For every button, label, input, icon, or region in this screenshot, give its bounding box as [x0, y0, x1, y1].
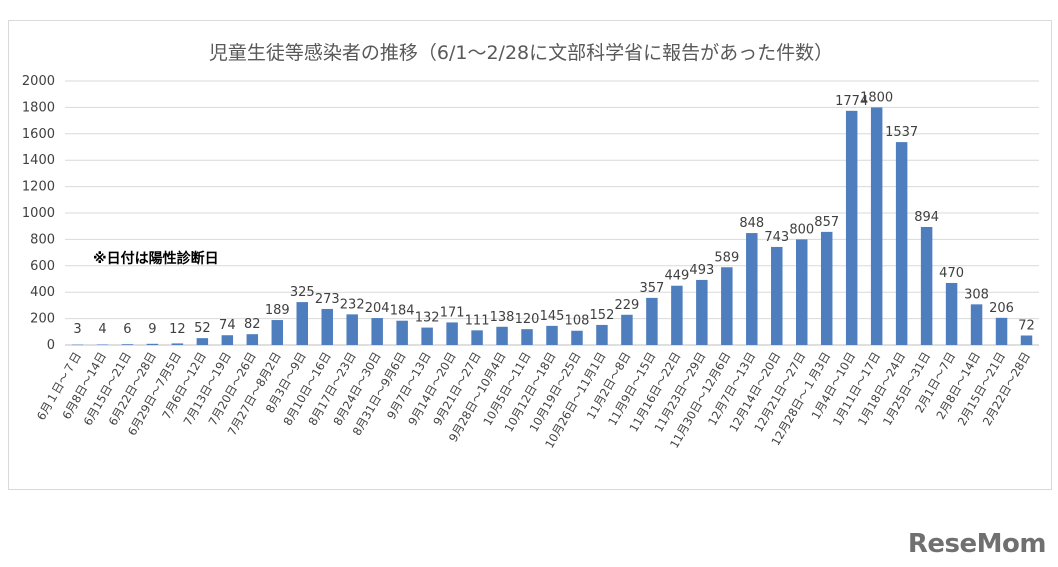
y-tick-label: 800: [30, 232, 55, 247]
data-label: 145: [540, 309, 565, 324]
data-label: 894: [914, 210, 939, 225]
y-tick-label: 1200: [22, 180, 55, 195]
bar: [895, 142, 908, 345]
resemom-logo: ReseMom: [907, 529, 1047, 559]
chart-frame: 児童生徒等感染者の推移（6/1～2/28に文部科学省に報告があった件数） 3 4 6…: [8, 20, 1052, 490]
data-label: 4: [98, 322, 106, 337]
data-label: 743: [764, 230, 789, 245]
y-tick-label: 1800: [22, 100, 55, 115]
bar: [721, 267, 733, 345]
data-label: 206: [989, 301, 1014, 316]
data-label: 449: [664, 269, 689, 284]
bar: [421, 327, 433, 345]
bar: [396, 320, 408, 345]
bar: [71, 344, 84, 346]
data-label: 232: [340, 297, 365, 312]
data-label: 1537: [885, 125, 918, 140]
bar: [296, 302, 309, 345]
data-label: 132: [415, 311, 440, 326]
y-tick-label: 1600: [22, 127, 55, 142]
chart-title: 児童生徒等感染者の推移（6/1～2/28に文部科学省に報告があった件数）: [209, 42, 833, 64]
x-axis-ticks: 6月１日～７日6月8日～14日6月15日～21日6月22日～28日6月29日～7…: [34, 349, 1033, 450]
bar: [920, 226, 933, 345]
bar: [621, 314, 633, 345]
bar: [146, 343, 159, 345]
bar: [845, 110, 858, 345]
data-label: 189: [265, 303, 290, 318]
y-tick-label: 1400: [22, 153, 55, 168]
y-tick-label: 1000: [22, 206, 55, 221]
data-label: 308: [964, 287, 989, 302]
bar: [870, 107, 883, 346]
gridlines: [65, 80, 1039, 346]
data-label: 52: [194, 321, 211, 336]
bar: [1020, 335, 1033, 345]
y-tick-label: 200: [30, 312, 55, 327]
data-label: 111: [465, 313, 490, 328]
bar: [771, 246, 783, 345]
data-label: 857: [814, 215, 839, 230]
data-label: 325: [290, 285, 315, 300]
data-label: 848: [739, 216, 764, 231]
bar: [571, 330, 583, 345]
bar: [746, 233, 758, 345]
bar: [446, 322, 458, 345]
data-label: 3: [73, 322, 81, 337]
data-label: 152: [590, 308, 615, 323]
bar: [321, 308, 333, 345]
bar: [970, 304, 983, 345]
bar: [795, 239, 808, 345]
bar: [271, 320, 284, 345]
bar: [671, 285, 683, 345]
data-label: 589: [714, 250, 739, 265]
bar: [171, 343, 184, 345]
bar: [221, 335, 234, 345]
data-label: 204: [365, 301, 390, 316]
y-tick-label: 400: [30, 285, 55, 300]
bar: [371, 318, 383, 345]
data-label: 229: [615, 298, 640, 313]
data-label: 1800: [860, 90, 893, 105]
bar: [995, 317, 1008, 345]
data-label: 470: [939, 266, 964, 281]
bar: [596, 324, 608, 345]
bar: [346, 314, 358, 345]
data-label: 120: [515, 312, 540, 327]
y-tick-label: 2000: [22, 74, 55, 89]
bar: [96, 344, 109, 345]
data-label: 74: [219, 318, 236, 333]
data-label: 72: [1018, 318, 1035, 333]
data-label: 6: [123, 322, 131, 337]
data-label: 184: [390, 304, 415, 319]
data-label: 12: [169, 322, 186, 337]
data-label: 9: [148, 322, 156, 337]
data-label: 357: [639, 281, 664, 296]
y-tick-label: 600: [30, 259, 55, 274]
bar: [646, 297, 658, 345]
data-label: 82: [244, 317, 261, 332]
bar: [546, 325, 558, 345]
data-label: 171: [440, 305, 465, 320]
y-axis-ticks: 0 200 400 600 800 1000 1200 1400 1600 1800 2000: [22, 74, 55, 353]
bar: [945, 282, 958, 345]
data-label: 1774: [835, 94, 868, 109]
bar: [196, 338, 209, 345]
data-label: 108: [565, 314, 590, 329]
bar: [521, 329, 533, 345]
y-tick-label: 0: [47, 338, 55, 353]
bars: [71, 107, 1033, 346]
data-label: 138: [490, 310, 515, 325]
bar: [121, 344, 134, 345]
data-label: 493: [689, 263, 714, 278]
bar: [496, 326, 508, 345]
bar: [471, 330, 483, 345]
bar: [246, 334, 259, 345]
bar: [696, 279, 708, 345]
data-label: 800: [789, 222, 814, 237]
bar: [820, 231, 833, 345]
chart-note: ※日付は陽性診断日: [93, 250, 219, 267]
bar-chart: 児童生徒等感染者の推移（6/1～2/28に文部科学省に報告があった件数） 3 4 6…: [22, 42, 1039, 451]
data-label: 273: [315, 292, 340, 307]
